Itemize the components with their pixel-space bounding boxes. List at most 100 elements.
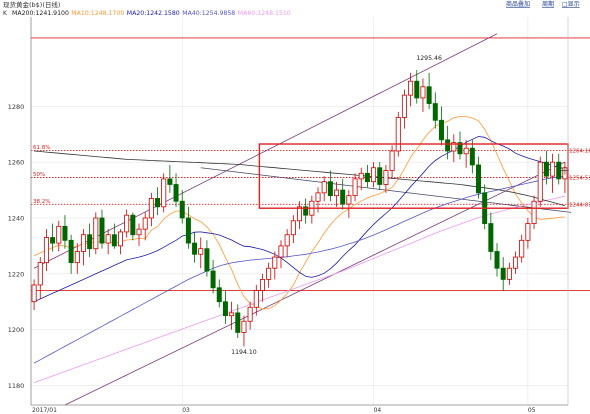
candle-body: [198, 248, 204, 255]
candle-body: [222, 301, 228, 317]
candle: [136, 223, 142, 246]
candle: [389, 145, 395, 179]
horizontal-levels: 61.8% 1264.16 50% 1254.51 38.2% 1244.87: [31, 37, 590, 292]
candle: [259, 273, 265, 302]
header-link-1[interactable]: 周期: [542, 0, 554, 8]
candle-body: [216, 287, 222, 303]
candle: [457, 131, 463, 160]
candle-body: [463, 147, 469, 155]
level-value-2: 1264.16: [569, 148, 590, 154]
candle: [408, 72, 414, 107]
candle-body: [210, 270, 216, 289]
candle: [99, 209, 105, 249]
candle: [31, 279, 37, 311]
candle: [519, 234, 525, 263]
x-tick-label-0: 2017/01: [32, 407, 57, 414]
candle-body: [266, 267, 272, 280]
candle-body: [334, 189, 340, 197]
price-annotation-0: 1295.46: [416, 55, 442, 62]
candle: [37, 257, 43, 299]
candle-body: [420, 86, 426, 99]
ma-legend-1: MA10:1248.1700: [71, 10, 124, 17]
candle: [56, 220, 62, 252]
candle-body: [155, 198, 161, 208]
candle-body: [99, 217, 105, 244]
candle-body: [500, 267, 506, 280]
candle: [395, 111, 401, 157]
candle-body: [241, 320, 247, 333]
candle-body: [506, 267, 512, 280]
candle: [105, 229, 111, 255]
candle: [469, 139, 475, 174]
candle: [297, 201, 302, 230]
candle: [235, 304, 241, 339]
candle: [364, 164, 370, 188]
candle: [494, 243, 500, 277]
candle-body: [377, 167, 383, 185]
candle: [543, 150, 549, 185]
y-tick-label-5: 1280: [8, 103, 25, 111]
candle-body: [469, 147, 475, 166]
candle: [426, 72, 432, 110]
candle: [550, 153, 556, 193]
candle: [488, 212, 494, 260]
level-value-4: 1244.87: [569, 202, 590, 208]
candle: [531, 195, 537, 230]
candle: [247, 301, 253, 330]
candle-body: [531, 200, 537, 224]
candle-body: [124, 214, 130, 233]
candle: [482, 184, 488, 230]
candle-body: [321, 181, 327, 194]
candle-body: [327, 181, 333, 197]
candle: [80, 229, 86, 266]
candle-body: [358, 172, 364, 180]
candle: [321, 176, 327, 202]
candle: [414, 70, 420, 104]
candle-body: [395, 117, 401, 152]
candle: [340, 178, 346, 210]
candle-body: [74, 251, 80, 264]
candle-body: [371, 167, 377, 183]
candle-body: [247, 306, 253, 322]
axes: 1180 1200 1220 1240 1260 1280 2017/01 03 04 05: [8, 17, 569, 414]
ma-legend-4: MA60:1248.1510: [238, 10, 291, 17]
candle: [383, 164, 389, 193]
candle: [327, 170, 333, 202]
candle-body: [389, 150, 395, 171]
candle: [290, 215, 296, 244]
candle-body: [111, 234, 117, 247]
ma-line-ma60: [33, 195, 565, 384]
candle: [192, 231, 198, 263]
candle-body: [364, 172, 370, 183]
level-label-3: 50%: [33, 172, 45, 178]
candle: [222, 290, 228, 325]
candle-body: [303, 206, 309, 216]
candle: [334, 181, 340, 207]
candle: [142, 212, 148, 241]
ma-line-ma20: [33, 136, 566, 303]
x-tick-label-2: 04: [374, 407, 382, 414]
candle-body: [161, 178, 167, 208]
candle-body: [179, 200, 185, 219]
annotations: 1295.46 1194.10: [231, 55, 569, 356]
candle-body: [494, 251, 500, 269]
header-link-2[interactable]: □显示: [562, 1, 580, 8]
price-annotation-1: 1194.10: [231, 349, 257, 356]
candle-body: [537, 161, 543, 202]
candle: [420, 78, 426, 112]
candle: [513, 251, 519, 274]
candle-body: [414, 80, 420, 99]
candle-body: [229, 312, 235, 317]
y-tick-label-1: 1200: [8, 326, 25, 334]
candle: [284, 229, 290, 258]
header-link-0[interactable]: 商品叠加: [506, 0, 530, 8]
candle: [50, 223, 56, 252]
candle: [346, 190, 352, 218]
candle: [309, 195, 315, 224]
level-label-4: 38.2%: [33, 199, 50, 205]
candle-body: [525, 223, 531, 241]
candle-body: [284, 234, 290, 247]
candle: [451, 134, 457, 163]
candle-body: [457, 142, 463, 155]
